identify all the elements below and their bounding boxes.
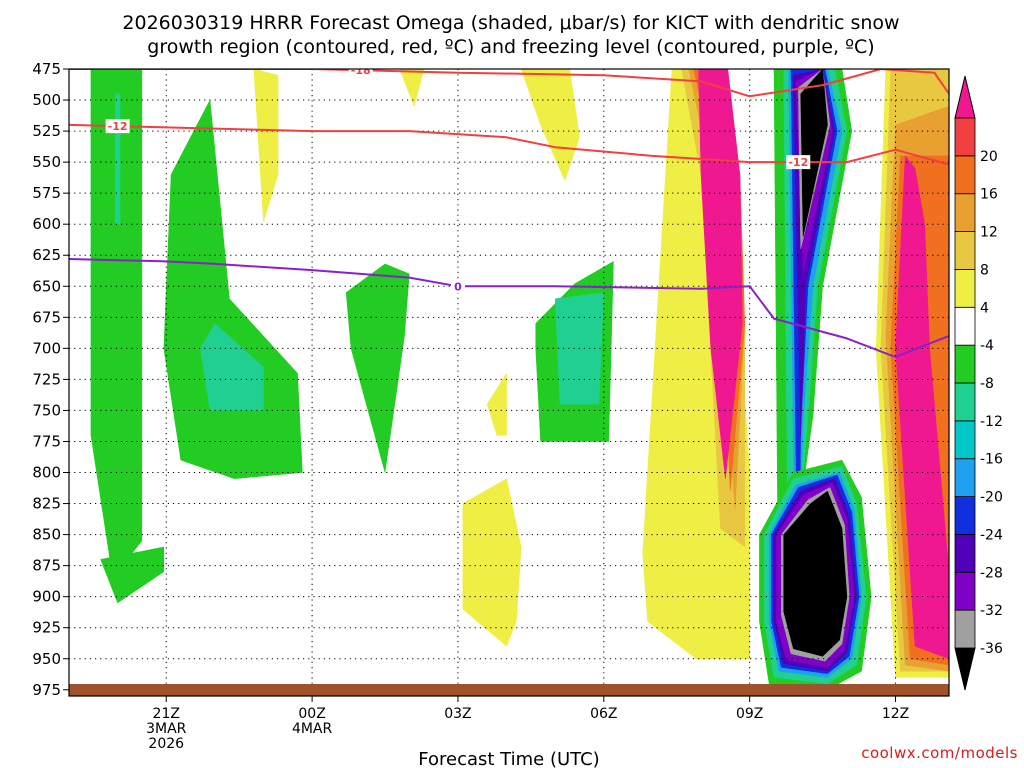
- y-tick-label: 625: [32, 246, 61, 264]
- colorbar-level-label: -12: [980, 414, 1003, 430]
- omega-above-20: [895, 155, 949, 660]
- colorbar-upper-triangle: [954, 75, 976, 119]
- colorbar-level-label: -16: [980, 452, 1003, 468]
- dgz-contour-label: -18: [351, 64, 371, 77]
- colorbar-level-label: -4: [980, 338, 994, 354]
- dgz-contour-1: [69, 123, 949, 166]
- chart-title-line-1: 2026030319 HRRR Forecast Omega (shaded, …: [122, 12, 899, 34]
- y-tick-label: 600: [32, 215, 61, 233]
- colorbar-lower-triangle: [954, 647, 976, 691]
- colorbar-swatch: [954, 306, 976, 346]
- y-tick-label: 575: [32, 184, 61, 202]
- freezing-level-contour: [69, 258, 949, 358]
- chart-title-line-2: growth region (contoured, red, ºC) and f…: [147, 36, 874, 58]
- x-tick-label: 4MAR: [292, 721, 333, 737]
- colorbar-swatch: [954, 534, 976, 573]
- y-tick-label: 775: [32, 432, 61, 450]
- pressure-axis: 475 500 525 550 575 600 625 650 675 700 725 750 775 8…: [32, 60, 69, 699]
- colorbar-level-label: -24: [980, 527, 1003, 543]
- dgz-contour-label: -12: [108, 120, 128, 133]
- x-tick-label: 21Z: [153, 706, 180, 722]
- colorbar-swatch: [954, 609, 976, 649]
- plot-frame: [68, 68, 950, 697]
- y-tick-label: 725: [32, 370, 61, 388]
- omega-shading: [90, 69, 949, 691]
- y-tick-label: 475: [32, 60, 61, 78]
- omega-4-to-8: [486, 372, 507, 436]
- dgz-contour-label: -12: [788, 156, 808, 169]
- colorbar-level-label: 20: [980, 149, 998, 165]
- y-tick-label: 750: [32, 401, 61, 419]
- omega-below-neg-36: [783, 490, 848, 657]
- colorbar-swatch: [954, 193, 976, 232]
- colorbar-level-label: -20: [980, 490, 1003, 506]
- colorbar-level-label: 8: [980, 262, 989, 278]
- colorbar-legend: -36 -32 -28 -24 -20 -16 -12 -8 -4 4 8 12 16 20: [954, 75, 1003, 691]
- x-tick-label: 00Z: [298, 706, 325, 722]
- x-tick-label: 06Z: [590, 706, 617, 722]
- y-tick-label: 650: [32, 277, 61, 295]
- colorbar-swatch: [954, 155, 976, 195]
- freezing-label-bg: [450, 279, 465, 294]
- colorbar-swatch: [954, 458, 976, 497]
- y-tick-label: 525: [32, 122, 61, 140]
- omega-neg-12-to-8: [114, 93, 121, 225]
- omega-4-to-8: [399, 69, 425, 107]
- y-tick-label: 950: [32, 650, 61, 668]
- omega-neg-8-to-4: [163, 99, 303, 479]
- colorbar-level-label: -8: [980, 376, 994, 392]
- omega-4-to-8: [462, 478, 522, 647]
- x-tick-label: 3MAR: [146, 721, 187, 737]
- y-tick-label: 925: [32, 619, 61, 637]
- colorbar-level-label: -32: [980, 603, 1003, 619]
- y-tick-label: 850: [32, 526, 61, 544]
- omega-4-to-8: [520, 69, 580, 181]
- x-tick-label: 09Z: [736, 706, 763, 722]
- colorbar-swatch: [954, 571, 976, 611]
- colorbar-swatch: [954, 496, 976, 535]
- temperature-contours: -18 -12 -12 0: [69, 64, 949, 358]
- omega-above-20: [698, 69, 743, 479]
- colorbar-level-label: 4: [980, 300, 989, 316]
- colorbar-level-label: -36: [980, 641, 1003, 657]
- colorbar-swatch: [954, 117, 976, 157]
- colorbar-level-label: 12: [980, 225, 998, 241]
- y-tick-label: 675: [32, 308, 61, 326]
- colorbar-swatch: [954, 269, 976, 308]
- x-tick-label: 03Z: [444, 706, 471, 722]
- colorbar-swatch: [954, 344, 976, 384]
- colorbar-swatch: [954, 231, 976, 270]
- omega-neg-8-to-4: [100, 546, 165, 604]
- y-tick-label: 825: [32, 495, 61, 513]
- y-tick-label: 500: [32, 91, 61, 109]
- colorbar-swatch: [954, 382, 976, 422]
- freezing-level-label: 0: [454, 280, 462, 293]
- y-tick-label: 800: [32, 464, 61, 482]
- y-tick-label: 975: [32, 681, 61, 699]
- y-tick-label: 900: [32, 588, 61, 606]
- y-tick-label: 700: [32, 339, 61, 357]
- omega-below-neg-36: [800, 69, 828, 237]
- colorbar-level-label: -28: [980, 565, 1003, 581]
- omega-neg-12-to-8: [200, 323, 264, 411]
- y-tick-label: 875: [32, 557, 61, 575]
- x-axis-label: Forecast Time (UTC): [418, 749, 599, 768]
- dgz-contour-0: [69, 69, 949, 98]
- colorbar-level-label: 16: [980, 187, 998, 203]
- x-tick-label: 12Z: [882, 706, 909, 722]
- colorbar-swatch: [954, 420, 976, 460]
- y-tick-label: 550: [32, 153, 61, 171]
- dgz-label-bg-1: [105, 119, 130, 134]
- dgz-label-bg-2: [786, 155, 811, 170]
- omega-neg-8-to-4: [345, 263, 410, 473]
- terrain-ground: [69, 684, 949, 696]
- x-tick-label: 2026: [148, 736, 184, 752]
- credit-link[interactable]: coolwx.com/models: [861, 744, 1018, 762]
- omega-4-to-8: [253, 69, 279, 222]
- dgz-label-bg-0: [348, 69, 373, 78]
